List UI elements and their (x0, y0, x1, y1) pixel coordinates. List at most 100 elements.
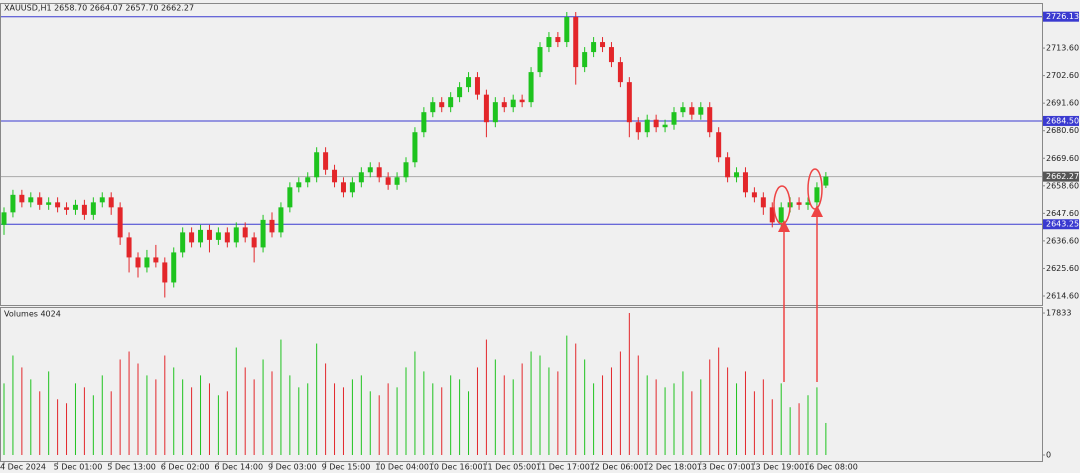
marks: 2614.60 2625.60 2636.60 2647.60 2658.60 2669.… (0, 11, 1079, 472)
y-tick-label: 2636.60 (1046, 236, 1079, 245)
arrow-head (811, 205, 823, 217)
x-tick-label: 9 Dec 15:00 (322, 463, 371, 472)
candle-body (626, 82, 632, 123)
x-tick-label: 12 Dec 18:00 (643, 463, 697, 472)
candle-body (367, 167, 373, 173)
candle-body (153, 257, 159, 263)
candle-body (376, 167, 382, 178)
price-pane-border (0, 3, 1043, 306)
candle-body (537, 47, 543, 73)
candle-body (778, 207, 784, 223)
x-tick-label: 9 Dec 03:00 (268, 463, 317, 472)
y-tick-label: 2647.60 (1046, 209, 1079, 218)
candle-body (171, 252, 177, 283)
candle-body (591, 42, 597, 53)
candle-body (448, 97, 454, 108)
y-tick-label: 2713.60 (1046, 44, 1079, 53)
candle-body (215, 232, 221, 240)
candle-body (403, 162, 409, 178)
candle-body (394, 177, 400, 185)
x-tick-label: 11 Dec 05:00 (482, 463, 536, 472)
x-tick-label: 6 Dec 02:00 (161, 463, 210, 472)
price-label-box (1043, 115, 1079, 126)
candle-body (28, 197, 34, 203)
y-tick-label: 2669.60 (1046, 154, 1079, 163)
candle-body (55, 202, 61, 208)
candle-body (358, 172, 364, 183)
candle-body (734, 172, 740, 178)
candle-body (349, 182, 355, 193)
candle-body (555, 37, 561, 43)
chart-title: XAUUSD,H1 2658.70 2664.07 2657.70 2662.2… (4, 4, 194, 13)
candle-body (135, 257, 141, 268)
candle-body (716, 132, 722, 158)
candle-body (662, 124, 668, 128)
x-tick-label: 10 Dec 16:00 (429, 463, 483, 472)
candle-body (305, 177, 311, 183)
candle-body (564, 17, 570, 43)
candle-body (108, 197, 114, 208)
candle-body (198, 229, 204, 243)
candle-body (466, 77, 472, 88)
candle-body (653, 119, 659, 128)
candle-body (206, 229, 212, 240)
x-tick-label: 16 Dec 08:00 (804, 463, 858, 472)
candle-body (340, 182, 346, 193)
volume-title: Volumes 4024 (4, 310, 61, 319)
last-price-label: 2662.27 (1046, 172, 1079, 181)
candle-body (1, 212, 7, 225)
volume-pane-border (0, 307, 1043, 462)
candle-body (323, 152, 329, 170)
y-tick-label: 2614.60 (1046, 291, 1079, 300)
x-tick-label: 6 Dec 14:00 (214, 463, 263, 472)
price-label-box (1043, 11, 1079, 22)
candle-body (769, 207, 775, 223)
candle-body (144, 257, 150, 268)
candle-body (608, 47, 614, 63)
candle-body (180, 232, 186, 253)
y-tick-label: 17833 (1046, 309, 1071, 318)
candle-body (385, 177, 391, 185)
candle-body (260, 219, 266, 248)
candle-body (189, 232, 195, 243)
price-label: 2643.25 (1046, 220, 1079, 229)
price-label: 2726.13 (1046, 12, 1079, 21)
x-tick-label: 13 Dec 07:00 (697, 463, 751, 472)
candle-body (644, 119, 650, 133)
candle-body (72, 204, 78, 210)
candle-body (81, 204, 87, 215)
candle-body (501, 102, 507, 108)
candle-body (233, 227, 239, 243)
candle-body (439, 102, 445, 108)
candle-body (332, 169, 338, 183)
candle-body (680, 107, 686, 113)
candle-body (671, 112, 677, 125)
candle-body (224, 232, 230, 243)
candle-body (725, 157, 731, 178)
candle-body (528, 72, 534, 103)
candle-body (269, 219, 275, 233)
y-tick-label: 2691.60 (1046, 99, 1079, 108)
candle-body (796, 202, 802, 205)
candle-body (689, 107, 695, 115)
candle-body (117, 207, 123, 238)
candle-body (751, 192, 757, 198)
candle-body (10, 194, 16, 213)
x-tick-label: 12 Dec 06:00 (590, 463, 644, 472)
candle-body (314, 152, 320, 178)
candle-body (242, 227, 248, 238)
candle-body (707, 107, 713, 133)
candle-body (296, 182, 302, 188)
candle-body (492, 102, 498, 123)
price-label-box (1043, 219, 1079, 230)
x-tick-label: 10 Dec 04:00 (375, 463, 429, 472)
candle-body (617, 62, 623, 83)
x-tick-label: 13 Dec 19:00 (750, 463, 804, 472)
candle-body (99, 197, 105, 203)
candle-body (635, 122, 641, 133)
candle-body (600, 42, 606, 48)
candle-body (519, 99, 525, 103)
y-tick-label: 0 (1046, 451, 1051, 460)
candle-body (19, 194, 25, 203)
